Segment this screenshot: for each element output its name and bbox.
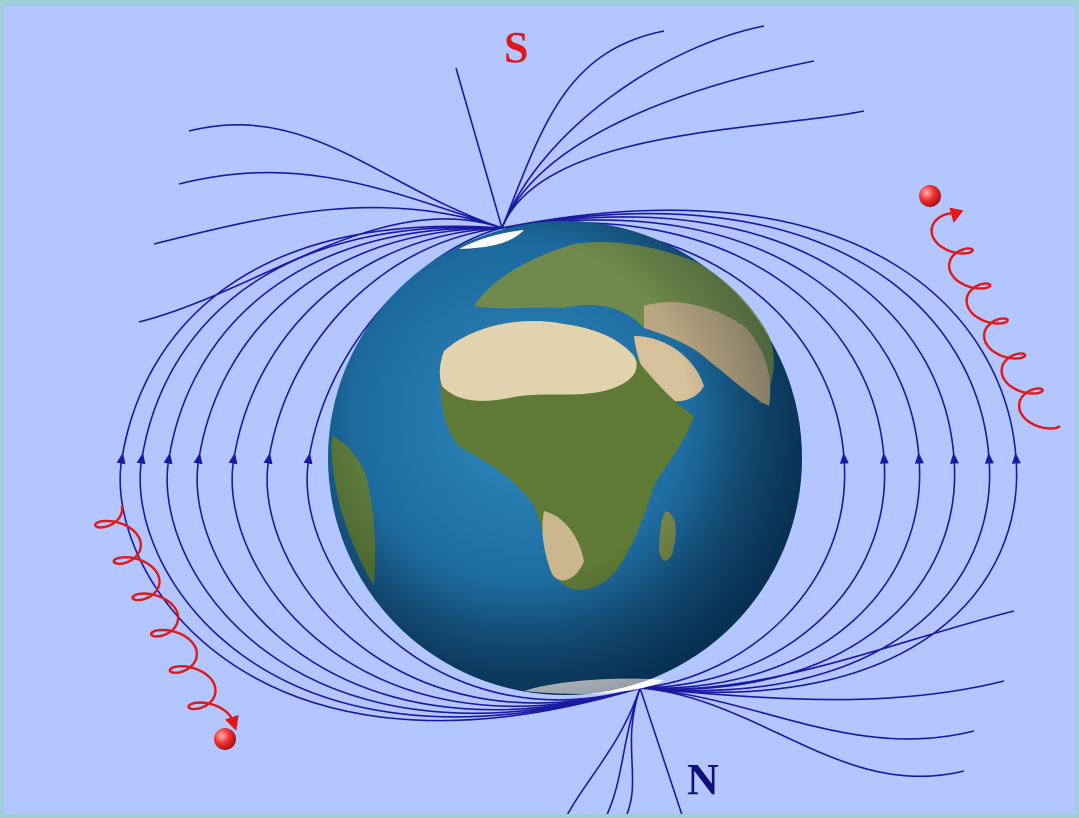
field-line [501, 25, 765, 229]
magnetosphere-diagram [93, 25, 1061, 814]
field-line [626, 687, 641, 814]
field-line [228, 227, 641, 708]
north-pole-label: N [687, 755, 719, 804]
field-line [501, 222, 889, 689]
field-line [501, 212, 994, 692]
particle-trajectories [93, 185, 1061, 750]
field-line [566, 687, 641, 814]
field-line [138, 218, 503, 323]
earth-globe-icon [328, 221, 802, 695]
field-line [116, 225, 641, 722]
field-line [639, 680, 1005, 701]
field-line [455, 67, 503, 229]
field-line [501, 60, 815, 229]
field-line [501, 216, 959, 690]
field-line [639, 610, 1015, 690]
field-line [639, 687, 975, 740]
field-line [188, 124, 503, 229]
field-line [263, 227, 641, 704]
field-line [501, 30, 665, 229]
field-line [639, 687, 965, 778]
charged-particle-icon [214, 728, 236, 750]
field-line [501, 209, 1021, 693]
charged-particle-icon [919, 185, 941, 207]
magnetic-field-lines [116, 25, 1021, 814]
field-line [501, 219, 924, 689]
field-line [163, 227, 641, 715]
field-line [153, 206, 503, 245]
south-pole-label: S [504, 23, 529, 72]
spiral-trajectory-left-icon [93, 505, 239, 731]
field-line [178, 171, 503, 229]
field-line [501, 110, 865, 229]
field-line [639, 687, 683, 814]
spiral-trajectory-right-icon [930, 207, 1061, 430]
field-line [193, 227, 641, 711]
